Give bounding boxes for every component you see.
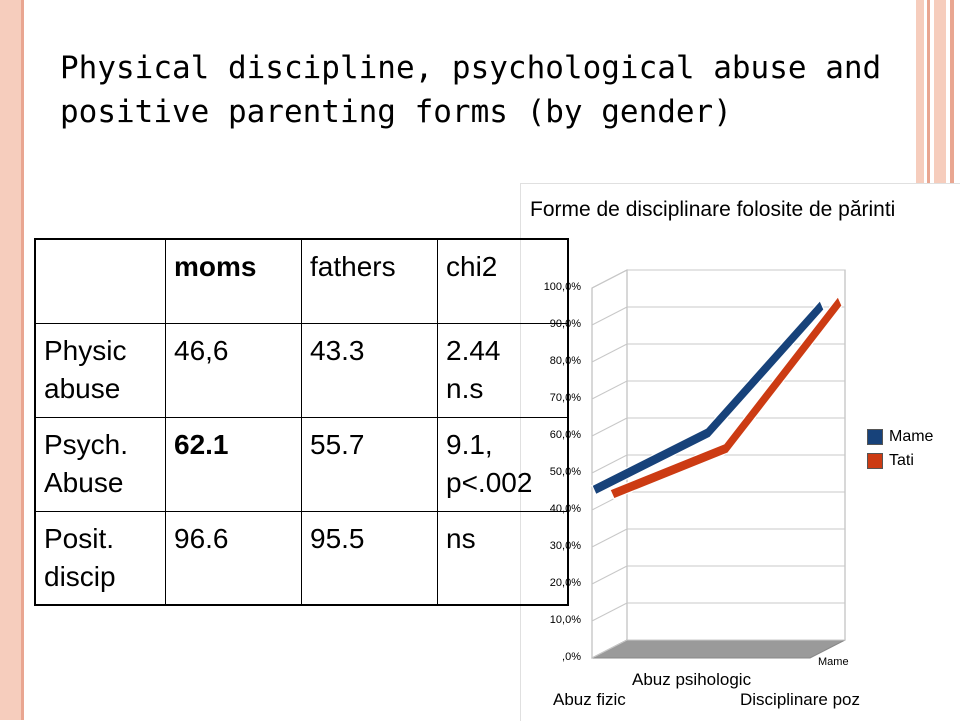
table-cell-fathers: 95.5: [302, 511, 438, 605]
table-cell-moms: 46,6: [166, 323, 302, 417]
table-header-cell: chi2: [438, 239, 569, 323]
table-row: Psych. Abuse 62.1 55.7 9.1, p<.002: [35, 417, 568, 511]
chart-depth-label: Mame: [818, 656, 849, 668]
chart-legend: Mame Tati: [867, 425, 933, 473]
table-header-cell: fathers: [302, 239, 438, 323]
table-header-cell-empty: [35, 239, 166, 323]
table-cell-fathers: 43.3: [302, 323, 438, 417]
table-cell-chi2: ns: [438, 511, 569, 605]
row-label-line: Posit.: [44, 520, 157, 558]
table-row: Posit. discip 96.6 95.5 ns: [35, 511, 568, 605]
table-row-label: Psych. Abuse: [35, 417, 166, 511]
table-header-row: moms fathers chi2: [35, 239, 568, 323]
stats-table: moms fathers chi2 Physic abuse 46,6 43.3…: [34, 238, 569, 606]
row-label-line: Psych.: [44, 426, 157, 464]
legend-swatch-mame: [867, 429, 883, 445]
chart-floor: [592, 640, 845, 658]
table-row-label: Posit. discip: [35, 511, 166, 605]
chi2-value: 2.44: [446, 332, 559, 370]
table-cell-chi2: 9.1, p<.002: [438, 417, 569, 511]
y-tick-label: 10,0%: [535, 614, 581, 626]
legend-item-mame: Mame: [867, 425, 933, 449]
x-category-abuz-fizic: Abuz fizic: [553, 690, 626, 710]
row-label-line: Physic: [44, 332, 157, 370]
table-row-label: Physic abuse: [35, 323, 166, 417]
table-cell-chi2: 2.44 n.s: [438, 323, 569, 417]
row-label-line: discip: [44, 558, 157, 596]
table-header-cell: moms: [166, 239, 302, 323]
legend-swatch-tati: [867, 453, 883, 469]
table-cell-moms: 96.6: [166, 511, 302, 605]
x-category-abuz-psihologic: Abuz psihologic: [632, 670, 751, 690]
table-cell-fathers: 55.7: [302, 417, 438, 511]
x-category-disciplinare-poz: Disciplinare poz: [740, 690, 860, 710]
legend-item-tati: Tati: [867, 449, 933, 473]
chi2-value: ns: [446, 520, 559, 558]
chi2-value: 9.1,: [446, 426, 559, 464]
legend-label-mame: Mame: [889, 428, 933, 446]
row-label-line: abuse: [44, 370, 157, 408]
table-cell-moms: 62.1: [166, 417, 302, 511]
chi2-significance: n.s: [446, 370, 559, 408]
row-label-line: Abuse: [44, 464, 157, 502]
y-tick-label: ,0%: [535, 651, 581, 663]
chi2-significance: p<.002: [446, 464, 559, 502]
table-row: Physic abuse 46,6 43.3 2.44 n.s: [35, 323, 568, 417]
legend-label-tati: Tati: [889, 452, 914, 470]
